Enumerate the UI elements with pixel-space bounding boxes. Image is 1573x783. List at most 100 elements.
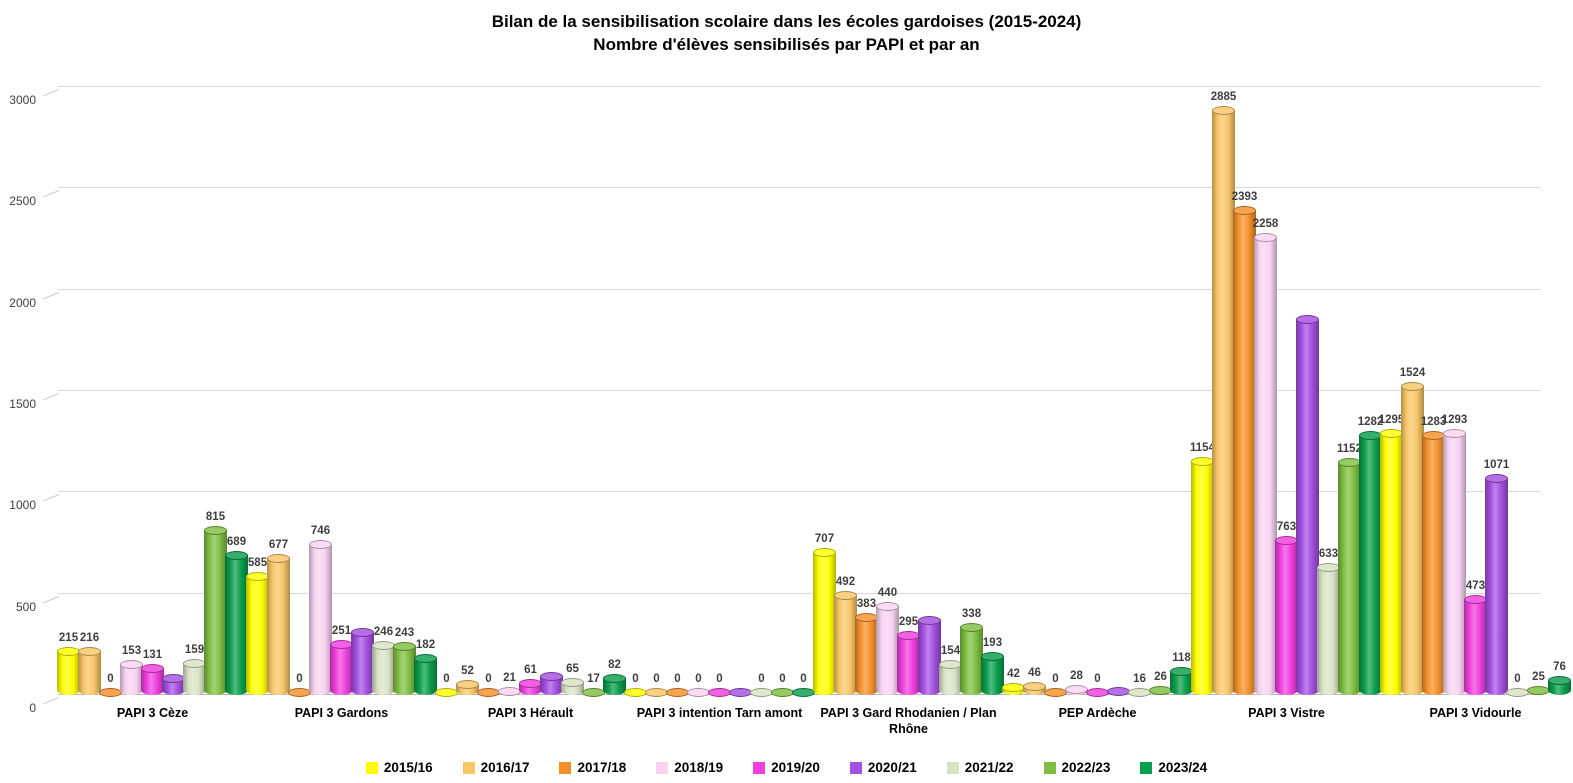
bar-value-label: 707 bbox=[814, 532, 835, 545]
bar-top-ellipse bbox=[435, 688, 458, 698]
bar-value-label: 16 bbox=[1133, 672, 1146, 685]
chart-title-line1: Bilan de la sensibilisation scolaire dan… bbox=[491, 12, 1082, 31]
legend-item: 2023/24 bbox=[1140, 760, 1207, 775]
bar-top-ellipse bbox=[1485, 473, 1508, 483]
bar-top-ellipse bbox=[981, 651, 1004, 661]
bar-value-label: 1283 bbox=[1420, 415, 1447, 428]
legend-label: 2020/21 bbox=[867, 760, 917, 775]
bar bbox=[1107, 686, 1130, 696]
bar: 689 bbox=[225, 536, 248, 695]
bar-top-ellipse bbox=[1443, 428, 1466, 438]
bar-top-ellipse bbox=[1212, 106, 1235, 116]
gridline: 3000 bbox=[9, 86, 1541, 107]
bar-value-label: 0 bbox=[443, 673, 450, 686]
bar: 182 bbox=[414, 639, 437, 695]
bar: 76 bbox=[1548, 661, 1571, 695]
bar-top-ellipse bbox=[561, 677, 584, 687]
bar-cluster: 1154 2885 2393 2258 763 633 1152 1282 bbox=[1190, 87, 1384, 695]
bar-top-ellipse bbox=[1275, 536, 1298, 546]
legend-label: 2015/16 bbox=[383, 760, 433, 775]
bar: 0 bbox=[477, 673, 500, 698]
bar-top-ellipse bbox=[1023, 681, 1046, 691]
bar-top-ellipse bbox=[141, 664, 164, 674]
bar bbox=[1296, 315, 1319, 695]
bar-top-ellipse bbox=[1506, 688, 1529, 698]
legend-item: 2018/19 bbox=[656, 760, 723, 775]
bar: 0 bbox=[771, 673, 794, 698]
bar-value-label: 159 bbox=[184, 643, 205, 656]
bar-value-label: 0 bbox=[800, 673, 807, 686]
bar-group: 1295 1524 1283 1293 473 1071 0 25 76 PAPI 3 Vidou… bbox=[1379, 87, 1571, 720]
bar-value-label: 1152 bbox=[1337, 442, 1362, 455]
bar-top-ellipse bbox=[1107, 686, 1130, 696]
bar-value-label: 28 bbox=[1070, 670, 1083, 683]
legend-item: 2017/18 bbox=[559, 760, 626, 775]
legend-swatch bbox=[946, 761, 959, 774]
bar-value-label: 0 bbox=[716, 673, 723, 686]
bar: 492 bbox=[834, 576, 857, 695]
bar-top-ellipse bbox=[582, 687, 605, 697]
bar-cluster: 1295 1524 1283 1293 473 1071 0 25 76 bbox=[1379, 87, 1571, 698]
bar: 16 bbox=[1128, 673, 1151, 697]
bar-value-label: 215 bbox=[58, 632, 79, 645]
y-axis-tick-label: 500 bbox=[15, 599, 36, 614]
y-axis-tick-label: 2500 bbox=[9, 194, 36, 209]
bar-top-ellipse bbox=[687, 688, 710, 698]
legend-swatch bbox=[656, 761, 669, 774]
legend-label: 2021/22 bbox=[964, 760, 1014, 775]
bar: 153 bbox=[120, 645, 143, 695]
bar: 0 bbox=[792, 673, 815, 698]
bar-top-ellipse bbox=[477, 688, 500, 698]
bar-top-ellipse bbox=[1065, 685, 1088, 695]
category-label: PAPI 3 intention Tarn amont bbox=[636, 706, 803, 720]
bar-top-ellipse bbox=[897, 631, 920, 641]
bar-value-label: 815 bbox=[205, 510, 226, 523]
bar-top-ellipse bbox=[1422, 430, 1445, 440]
bar: 246 bbox=[372, 626, 395, 695]
bar-top-ellipse bbox=[456, 680, 479, 690]
bar-value-label: 0 bbox=[296, 673, 303, 686]
legend-label: 2017/18 bbox=[577, 760, 627, 775]
bar: 338 bbox=[960, 608, 983, 695]
bar: 0 bbox=[99, 673, 122, 698]
bar-value-label: 154 bbox=[940, 644, 961, 657]
bar: 0 bbox=[435, 673, 458, 698]
bar: 21 bbox=[498, 672, 521, 696]
bar-value-label: 1282 bbox=[1357, 416, 1384, 429]
bar-value-label: 25 bbox=[1532, 670, 1545, 683]
bar-top-ellipse bbox=[540, 671, 563, 681]
bar-value-label: 2258 bbox=[1252, 218, 1279, 231]
bar: 295 bbox=[897, 616, 920, 695]
bar: 707 bbox=[813, 533, 836, 695]
bar-top-ellipse bbox=[1338, 457, 1361, 467]
bar-top-ellipse bbox=[939, 659, 962, 669]
bar-groups: 215 216 0 153 131 159 815 689 PAPI 3 Cèze 585 677 0… bbox=[57, 87, 1571, 736]
bar-group: 42 46 0 28 0 16 26 118 PEP Ardèche bbox=[1002, 87, 1193, 720]
legend-item: 2020/21 bbox=[849, 760, 917, 775]
bar-top-ellipse bbox=[1086, 688, 1109, 698]
bar-value-label: 52 bbox=[461, 665, 474, 678]
bar: 0 bbox=[666, 673, 689, 698]
bar-value-label: 295 bbox=[898, 616, 919, 629]
bar-top-ellipse bbox=[1149, 685, 1172, 695]
bar-value-label: 46 bbox=[1028, 666, 1041, 679]
bar-top-ellipse bbox=[729, 688, 752, 698]
bar bbox=[918, 616, 941, 695]
bar: 193 bbox=[981, 637, 1004, 695]
bar-top-ellipse bbox=[1317, 562, 1340, 572]
bar-top-ellipse bbox=[1359, 431, 1382, 441]
bar-value-label: 1071 bbox=[1483, 458, 1510, 471]
bar-top-ellipse bbox=[498, 686, 521, 696]
bar-value-label: 1293 bbox=[1441, 413, 1468, 426]
bar bbox=[351, 628, 374, 695]
bar: 2393 bbox=[1232, 191, 1257, 695]
bar-top-ellipse bbox=[1191, 457, 1214, 467]
bar-top-ellipse bbox=[1044, 688, 1067, 698]
bar-top-ellipse bbox=[855, 613, 878, 623]
bar-value-label: 21 bbox=[503, 671, 516, 684]
legend: 2015/16 2016/17 2017/18 2018/19 2019/20 2020/… bbox=[0, 760, 1573, 775]
bar: 154 bbox=[939, 645, 962, 695]
gridline: 1000 bbox=[9, 491, 1541, 512]
bar: 0 bbox=[687, 673, 710, 698]
legend-swatch bbox=[753, 761, 766, 774]
